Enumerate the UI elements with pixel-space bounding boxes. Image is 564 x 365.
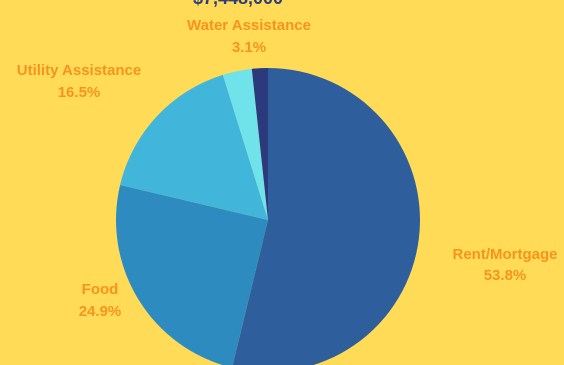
label-water-assistance: Water Assistance <box>187 17 311 34</box>
slice-water-assistance <box>222 68 268 221</box>
slice-utility-assistance <box>120 74 268 220</box>
value-food: 24.9% <box>79 303 122 320</box>
label-utility-assistance: Utility Assistance <box>17 62 142 79</box>
pie-slices <box>116 68 420 365</box>
slice-unlabeled-4 <box>251 68 268 220</box>
value-water-assistance: 3.1% <box>232 39 266 56</box>
slice-rent-mortgage <box>232 68 420 365</box>
label-food: Food <box>82 281 119 298</box>
value-utility-assistance: 16.5% <box>58 84 101 101</box>
partial-title: $7,448,000 <box>193 0 283 8</box>
value-rent-mortgage: 53.8% <box>484 267 527 284</box>
slice-food <box>116 184 268 365</box>
label-rent-mortgage: Rent/Mortgage <box>453 246 558 263</box>
